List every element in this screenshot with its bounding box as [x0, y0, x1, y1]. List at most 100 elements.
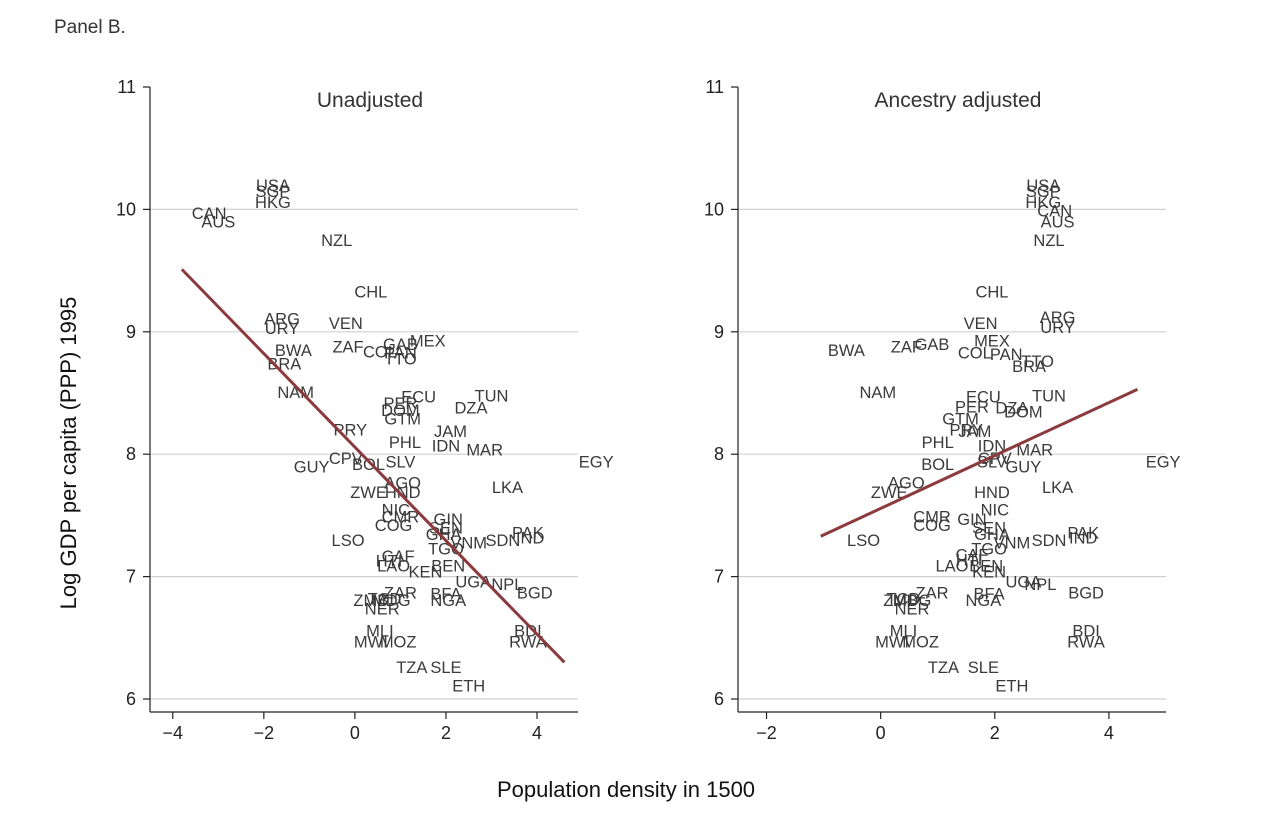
- data-point-gin: GIN: [434, 511, 463, 529]
- data-point-pan: PAN: [990, 346, 1023, 364]
- data-point-tcd: TCD: [887, 591, 921, 609]
- data-point-dza: DZA: [455, 400, 488, 418]
- x-tick-label: 4: [532, 723, 542, 743]
- data-point-slv: SLV: [385, 454, 415, 472]
- page-title: Panel B.: [54, 17, 126, 38]
- data-point-bfa: BFA: [430, 586, 461, 604]
- y-tick-label: 11: [117, 77, 136, 97]
- y-tick-label: 10: [704, 199, 724, 219]
- data-point-tun: TUN: [475, 387, 509, 405]
- data-point-pry: PRY: [949, 422, 983, 440]
- data-point-mdg: MDG: [893, 592, 932, 610]
- data-point-ind: IND: [516, 529, 545, 547]
- y-tick-label: 7: [714, 567, 724, 587]
- data-point-usa: USA: [1026, 177, 1060, 195]
- data-point-jam: JAM: [434, 423, 467, 441]
- y-tick-label: 6: [126, 689, 136, 709]
- data-point-phl: PHL: [389, 434, 421, 452]
- data-point-egy: EGY: [1146, 454, 1181, 472]
- data-point-bra: BRA: [1012, 358, 1046, 376]
- data-point-pan: PAN: [384, 345, 417, 363]
- data-point-moz: MOZ: [380, 633, 417, 651]
- data-point-dza: DZA: [995, 400, 1028, 418]
- data-point-ben: BEN: [969, 558, 1003, 576]
- data-point-pak: PAK: [512, 525, 544, 543]
- data-point-tto: TTO: [384, 351, 417, 369]
- data-point-ury: URY: [265, 320, 300, 338]
- data-point-nga: NGA: [430, 592, 466, 610]
- data-point-mwi: MWI: [875, 633, 909, 651]
- data-point-sle: SLE: [968, 659, 999, 677]
- x-axis-title: Population density in 1500: [497, 777, 755, 802]
- data-point-bgd: BGD: [517, 585, 553, 603]
- data-point-hkg: HKG: [255, 194, 291, 212]
- data-point-nam: NAM: [859, 384, 896, 402]
- data-point-usa: USA: [256, 177, 290, 195]
- data-point-pak: PAK: [1067, 525, 1099, 543]
- data-point-zmb: ZMB: [883, 592, 918, 610]
- data-point-gtm: GTM: [384, 411, 421, 429]
- data-point-rwa: RWA: [1067, 633, 1105, 651]
- data-point-tcd: TCD: [368, 591, 402, 609]
- fitted-line: [820, 387, 1139, 538]
- data-point-ago: AGO: [888, 474, 925, 492]
- data-point-mwi: MWI: [354, 633, 388, 651]
- data-point-slv: SLV: [977, 454, 1007, 472]
- data-point-npl: NPL: [491, 576, 523, 594]
- data-point-nic: NIC: [382, 501, 411, 519]
- data-point-col: COL: [363, 343, 397, 361]
- data-point-ken: KEN: [408, 564, 442, 582]
- data-point-eth: ETH: [452, 678, 485, 696]
- data-point-zmb: ZMB: [353, 592, 388, 610]
- y-tick-label: 6: [714, 689, 724, 709]
- data-point-tun: TUN: [1032, 387, 1066, 405]
- data-point-guy: GUY: [294, 458, 330, 476]
- data-point-hti: HTI: [956, 551, 983, 569]
- x-tick-label: 0: [350, 723, 360, 743]
- data-point-lso: LSO: [847, 532, 880, 550]
- data-point-ken: KEN: [972, 564, 1006, 582]
- x-tick-label: 4: [1104, 723, 1114, 743]
- data-point-eth: ETH: [995, 678, 1028, 696]
- data-point-mdg: MDG: [372, 592, 411, 610]
- data-point-moz: MOZ: [902, 633, 939, 651]
- data-point-lka: LKA: [1042, 479, 1073, 497]
- data-point-ner: NER: [365, 600, 400, 618]
- data-point-hnd: HND: [974, 484, 1010, 502]
- panel-title: Unadjusted: [317, 89, 423, 112]
- data-point-mli: MLI: [366, 622, 394, 640]
- data-point-col: COL: [958, 345, 992, 363]
- data-point-bfa: BFA: [973, 586, 1004, 604]
- x-tick-label: 0: [876, 723, 886, 743]
- data-point-can: CAN: [192, 205, 227, 223]
- data-point-gha: GHA: [974, 526, 1010, 544]
- data-point-mex: MEX: [410, 332, 446, 350]
- data-point-bol: BOL: [921, 456, 954, 474]
- data-point-npl: NPL: [1024, 576, 1056, 594]
- data-point-zwe: ZWE: [871, 484, 908, 502]
- y-tick-label: 8: [714, 444, 724, 464]
- y-tick-label: 8: [126, 444, 136, 464]
- data-point-guy: GUY: [1005, 458, 1041, 476]
- data-point-ind: IND: [1069, 529, 1098, 547]
- data-point-per: PER: [383, 395, 417, 413]
- data-point-gtm: GTM: [942, 411, 979, 429]
- y-axis-title: Log GDP per capita (PPP) 1995: [56, 297, 81, 610]
- y-tick-label: 9: [126, 322, 136, 342]
- data-point-lao: LAO: [935, 558, 968, 576]
- y-tick-label: 9: [714, 322, 724, 342]
- data-point-lka: LKA: [492, 479, 523, 497]
- data-point-gab: GAB: [915, 336, 950, 354]
- data-point-can: CAN: [1037, 203, 1072, 221]
- y-tick-label: 10: [116, 199, 136, 219]
- data-point-cmr: CMR: [913, 509, 951, 527]
- data-point-uga: UGA: [1005, 573, 1041, 591]
- data-point-tza: TZA: [928, 659, 959, 677]
- data-point-nic: NIC: [981, 501, 1010, 519]
- panel-title: Ancestry adjusted: [875, 89, 1042, 112]
- data-point-chl: CHL: [354, 283, 387, 301]
